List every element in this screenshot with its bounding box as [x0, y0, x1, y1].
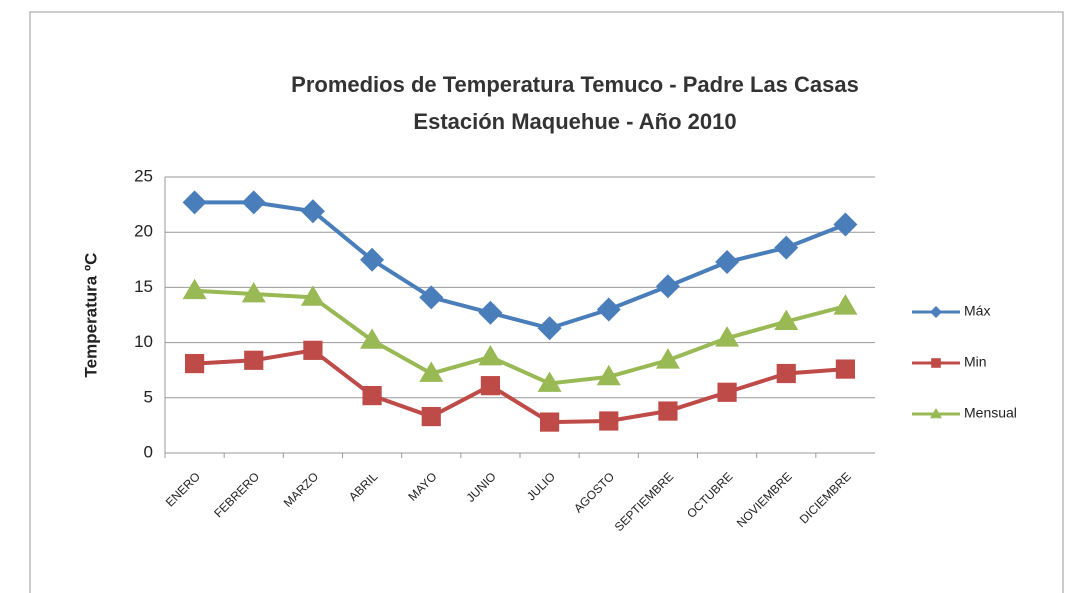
chart-title: Promedios de Temperatura Temuco - Padre …: [291, 72, 859, 97]
data-point: [537, 371, 562, 392]
data-point: [241, 190, 266, 215]
data-point: [300, 199, 325, 224]
data-point: [421, 406, 441, 427]
data-point: [184, 353, 205, 374]
data-point: [478, 300, 503, 325]
x-tick-label: AGOSTO: [571, 469, 617, 515]
x-tick-label: DICIEMBRE: [797, 469, 854, 526]
data-point: [241, 282, 266, 303]
x-tick-label: ABRIL: [346, 469, 381, 504]
data-point: [478, 344, 503, 366]
series-line: [194, 200, 847, 331]
data-point: [300, 285, 325, 306]
data-point: [182, 190, 207, 215]
x-tick-label: JUNIO: [463, 469, 498, 504]
x-tick-label: MARZO: [281, 469, 322, 510]
x-tick-label: JULIO: [524, 469, 558, 503]
y-tick-label: 10: [134, 332, 153, 351]
data-point: [537, 316, 562, 341]
legend-label: Min: [964, 354, 987, 370]
chart-subtitle: Estación Maquehue - Año 2010: [413, 109, 736, 134]
x-tick-label: SEPTIEMBRE: [612, 469, 677, 534]
data-point: [182, 278, 207, 300]
data-point: [833, 212, 858, 237]
data-point: [244, 350, 264, 370]
data-point: [715, 326, 740, 347]
data-point: [774, 235, 799, 260]
data-point: [303, 340, 323, 360]
legend-marker: [930, 408, 942, 419]
data-point: [774, 309, 799, 331]
y-tick-label: 25: [134, 166, 153, 185]
y-tick-label: 5: [144, 387, 153, 406]
data-point: [480, 376, 501, 396]
x-tick-label: FEBRERO: [211, 469, 262, 520]
data-point: [715, 250, 740, 275]
series-line: [194, 348, 846, 425]
x-tick-label: ENERO: [163, 469, 203, 509]
data-point: [362, 385, 382, 406]
x-tick-label: OCTUBRE: [684, 469, 735, 520]
frame: [29, 11, 1064, 593]
data-point: [833, 294, 858, 315]
data-point: [419, 285, 444, 310]
legend-label: Mensual: [964, 405, 1017, 421]
series-line: [194, 288, 846, 386]
data-point: [360, 247, 385, 272]
data-point: [599, 411, 619, 431]
legend-marker: [930, 306, 942, 318]
data-point: [835, 359, 856, 379]
data-point: [360, 328, 385, 349]
y-tick-label: 0: [144, 442, 153, 461]
data-point: [419, 361, 444, 382]
data-point: [596, 297, 621, 322]
y-axis-label: Temperatura ºC: [81, 253, 100, 378]
x-tick-label: NOVIEMBRE: [734, 469, 795, 530]
y-tick-label: 20: [134, 222, 153, 241]
legend-label: Máx: [964, 303, 990, 319]
data-point: [655, 348, 680, 369]
data-point: [776, 363, 796, 384]
legend-marker: [931, 358, 941, 368]
y-tick-label: 15: [134, 277, 153, 296]
x-tick-label: MAYO: [405, 469, 439, 503]
data-point: [539, 412, 560, 432]
data-point: [655, 274, 680, 299]
data-point: [658, 401, 678, 421]
data-point: [596, 364, 621, 386]
data-point: [717, 382, 737, 402]
